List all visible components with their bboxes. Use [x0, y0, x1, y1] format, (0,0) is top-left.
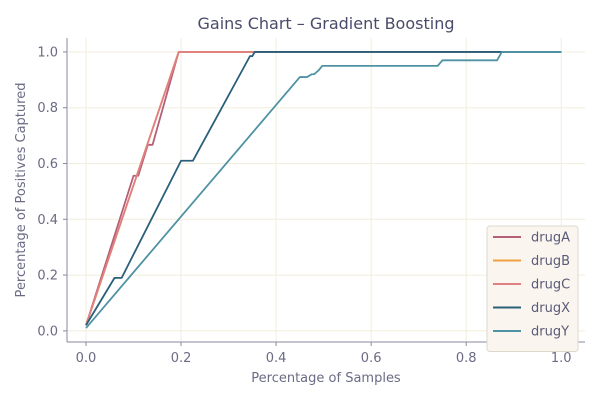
y-tick-label: 0.0	[37, 324, 58, 339]
y-tick-label: 1.0	[37, 45, 58, 60]
legend-box	[486, 225, 579, 352]
y-tick-label: 0.4	[37, 213, 58, 228]
series-line-drugX	[85, 51, 562, 326]
series-line-drugY	[85, 51, 562, 329]
x-axis-label: Percentage of Samples	[251, 371, 401, 386]
series-layer	[85, 51, 562, 329]
legend: drugA drugB drugC drugX drugY	[486, 225, 579, 352]
x-tick-label: 0.8	[456, 351, 477, 366]
x-tick-label: 0.6	[361, 351, 382, 366]
x-tick-label: 0.0	[76, 351, 97, 366]
x-tick-label: 0.4	[266, 351, 287, 366]
x-tick-label: 1.0	[551, 351, 572, 366]
grid	[67, 38, 585, 342]
legend-label-drugC: drugC	[531, 278, 570, 293]
legend-label-drugY: drugY	[531, 325, 569, 340]
y-tick-label: 0.8	[37, 101, 58, 116]
legend-label-drugA: drugA	[531, 231, 570, 246]
x-tick-label: 0.2	[171, 351, 192, 366]
legend-label-drugB: drugB	[531, 254, 570, 269]
y-axis-label: Percentage of Positives Captured	[14, 83, 29, 298]
y-tick-label: 0.2	[37, 269, 58, 284]
y-tick-label: 0.6	[37, 157, 58, 172]
chart-title: Gains Chart – Gradient Boosting	[198, 14, 455, 33]
legend-label-drugX: drugX	[531, 301, 570, 316]
